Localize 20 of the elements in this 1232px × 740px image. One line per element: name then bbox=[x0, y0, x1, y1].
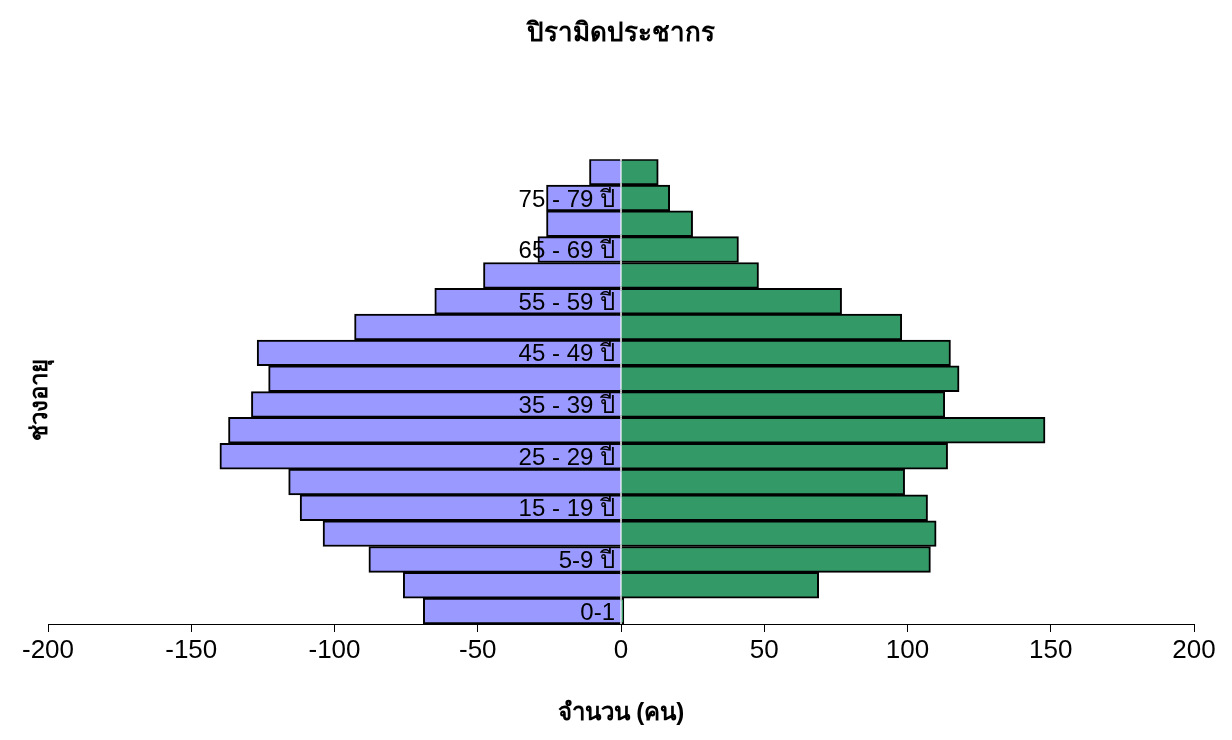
x-axis-title: จำนวน (คน) bbox=[557, 698, 685, 726]
x-tick-label: -200 bbox=[21, 633, 75, 664]
x-tick-label: 200 bbox=[1172, 633, 1216, 664]
x-tick-label: 150 bbox=[1029, 633, 1073, 664]
y-tick-label: 5-9 ปี bbox=[558, 546, 615, 574]
x-tick-label: 0 bbox=[613, 633, 629, 664]
y-tick-label: 35 - 39 ปี bbox=[518, 391, 615, 419]
y-tick-label: 75 - 79 ปี bbox=[518, 184, 615, 212]
y-tick-label: 0-1 bbox=[580, 597, 615, 625]
y-tick-label: 45 - 49 ปี bbox=[518, 339, 615, 367]
y-tick-label: 55 - 59 ปี bbox=[518, 287, 615, 315]
y-tick-label: 25 - 29 ปี bbox=[518, 442, 615, 470]
x-tick-label: 50 bbox=[749, 633, 779, 664]
x-tick-label: -50 bbox=[458, 633, 497, 664]
x-tick-label: -150 bbox=[165, 633, 218, 664]
y-axis-title: ช่วงอายุ bbox=[23, 359, 55, 441]
x-tick-label: 100 bbox=[885, 633, 930, 664]
x-tick-label: -100 bbox=[308, 633, 361, 664]
y-tick-label: 15 - 19 ปี bbox=[518, 494, 615, 522]
chart-title: ปิรามิดประชากร bbox=[526, 16, 715, 47]
